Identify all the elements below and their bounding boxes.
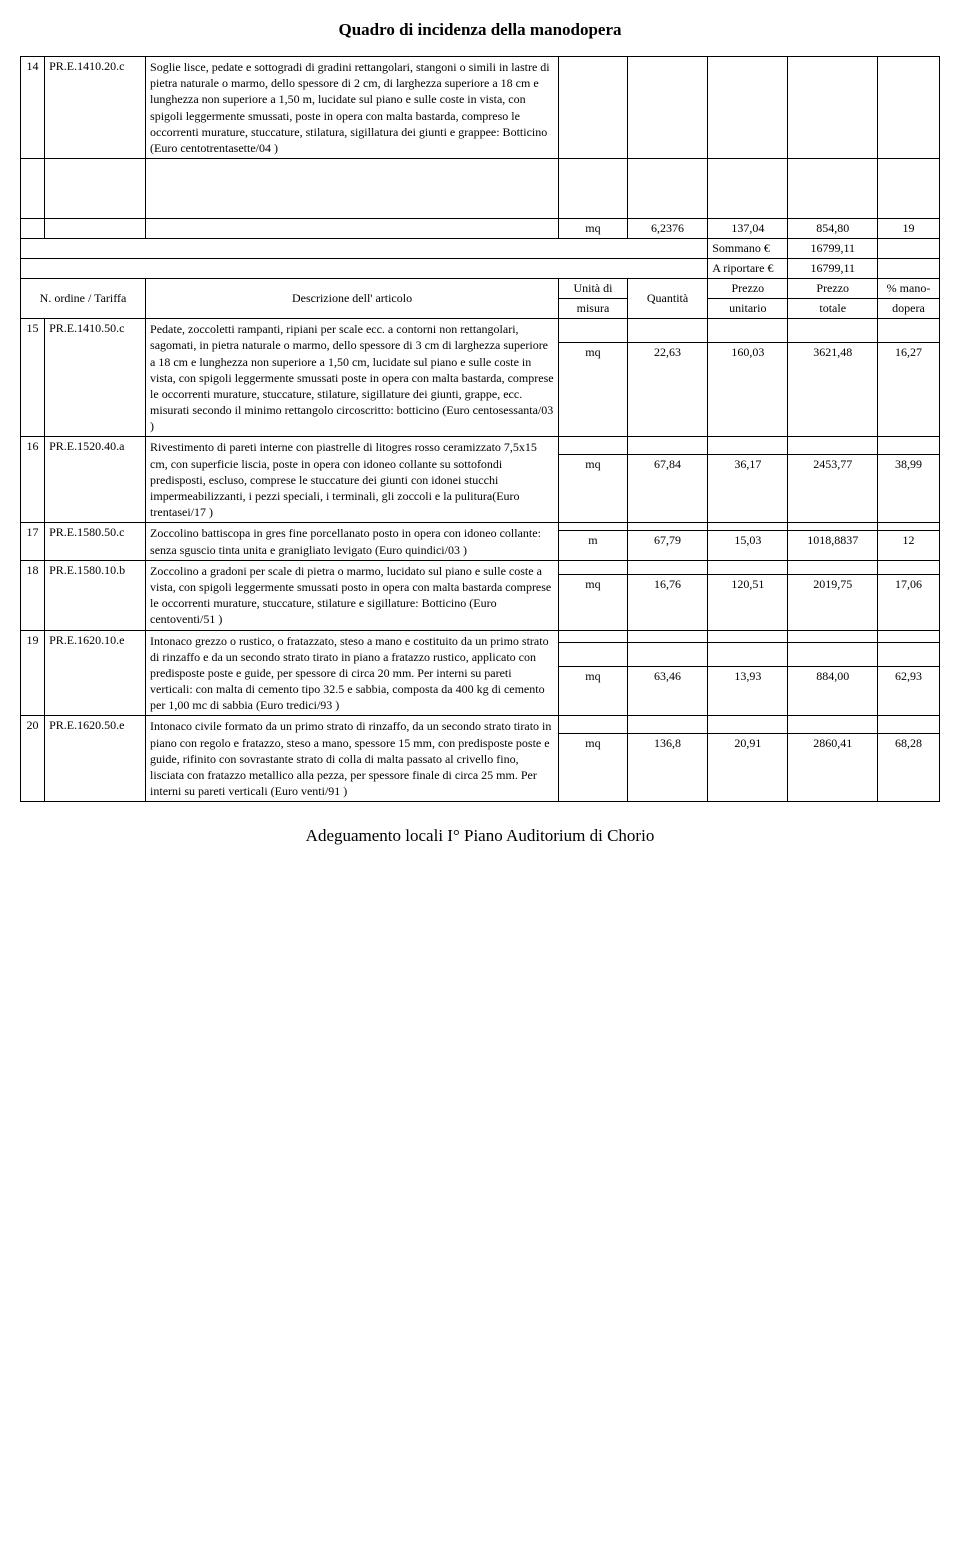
header-mano-top: % mano- <box>877 279 939 299</box>
row-tariffa: PR.E.1410.50.c <box>45 319 146 437</box>
prezzo-unit: 20,91 <box>708 733 788 802</box>
mano-pct: 16,27 <box>877 342 939 437</box>
prezzo-tot: 2453,77 <box>788 454 877 523</box>
table-row: 15 PR.E.1410.50.c Pedate, zoccoletti ram… <box>21 319 940 343</box>
row-index: 14 <box>21 57 45 159</box>
prezzo-unit: 120,51 <box>708 574 788 630</box>
row-index: 17 <box>21 523 45 560</box>
row-index: 18 <box>21 560 45 630</box>
quant: 16,76 <box>627 574 707 630</box>
mano-pct: 19 <box>877 219 939 239</box>
row-desc: Intonaco grezzo o rustico, o fratazzato,… <box>146 630 559 716</box>
header-prezzo1-bot: unitario <box>708 299 788 319</box>
um: mq <box>559 733 628 802</box>
header-desc: Descrizione dell' articolo <box>146 279 559 319</box>
quant: 63,46 <box>627 666 707 716</box>
table-row: 19 PR.E.1620.10.e Intonaco grezzo o rust… <box>21 630 940 642</box>
row-index: 19 <box>21 630 45 716</box>
row-index: 16 <box>21 437 45 523</box>
quant: 67,84 <box>627 454 707 523</box>
table-row: 16 PR.E.1520.40.a Rivestimento di pareti… <box>21 437 940 454</box>
riportare-row: A riportare € 16799,11 <box>21 259 940 279</box>
riportare-value: 16799,11 <box>788 259 877 279</box>
page-title: Quadro di incidenza della manodopera <box>20 20 940 40</box>
quant: 6,2376 <box>627 219 707 239</box>
sommano-row: Sommano € 16799,11 <box>21 239 940 259</box>
prezzo-unit: 160,03 <box>708 342 788 437</box>
mano-pct: 17,06 <box>877 574 939 630</box>
row-desc: Zoccolino a gradoni per scale di pietra … <box>146 560 559 630</box>
empty <box>788 57 877 159</box>
sommano-value: 16799,11 <box>788 239 877 259</box>
quant: 22,63 <box>627 342 707 437</box>
table-row: 18 PR.E.1580.10.b Zoccolino a gradoni pe… <box>21 560 940 574</box>
empty <box>559 57 628 159</box>
um: mq <box>559 574 628 630</box>
row-tariffa: PR.E.1620.10.e <box>45 630 146 716</box>
header-quantita: Quantità <box>627 279 707 319</box>
prezzo-unit: 36,17 <box>708 454 788 523</box>
header-unita-top: Unità di <box>559 279 628 299</box>
header-prezzo2-bot: totale <box>788 299 877 319</box>
empty <box>708 57 788 159</box>
row-desc: Soglie lisce, pedate e sottogradi di gra… <box>146 57 559 159</box>
row-tariffa: PR.E.1520.40.a <box>45 437 146 523</box>
header-ordine: N. ordine / Tariffa <box>21 279 146 319</box>
row-index: 15 <box>21 319 45 437</box>
row-tariffa: PR.E.1410.20.c <box>45 57 146 159</box>
um: mq <box>559 454 628 523</box>
mano-pct: 68,28 <box>877 733 939 802</box>
spacer-row <box>21 159 940 219</box>
header-mano-bot: dopera <box>877 299 939 319</box>
labour-table: 14 PR.E.1410.20.c Soglie lisce, pedate e… <box>20 56 940 802</box>
prezzo-tot: 854,80 <box>788 219 877 239</box>
mano-pct: 12 <box>877 530 939 560</box>
header-row-top: N. ordine / Tariffa Descrizione dell' ar… <box>21 279 940 299</box>
row-tariffa: PR.E.1620.50.e <box>45 716 146 802</box>
table-row: 14 PR.E.1410.20.c Soglie lisce, pedate e… <box>21 57 940 159</box>
prezzo-tot: 1018,8837 <box>788 530 877 560</box>
header-unita-bot: misura <box>559 299 628 319</box>
page-footer: Adeguamento locali I° Piano Auditorium d… <box>20 826 940 846</box>
um: mq <box>559 342 628 437</box>
empty <box>877 57 939 159</box>
mano-pct: 62,93 <box>877 666 939 716</box>
value-row: mq 6,2376 137,04 854,80 19 <box>21 219 940 239</box>
sommano-label: Sommano € <box>708 239 788 259</box>
quant: 67,79 <box>627 530 707 560</box>
row-desc: Zoccolino battiscopa in gres fine porcel… <box>146 523 559 560</box>
row-index: 20 <box>21 716 45 802</box>
table-row: 17 PR.E.1580.50.c Zoccolino battiscopa i… <box>21 523 940 530</box>
prezzo-tot: 2860,41 <box>788 733 877 802</box>
row-tariffa: PR.E.1580.10.b <box>45 560 146 630</box>
row-desc: Rivestimento di pareti interne con piast… <box>146 437 559 523</box>
prezzo-unit: 137,04 <box>708 219 788 239</box>
prezzo-tot: 3621,48 <box>788 342 877 437</box>
header-prezzo2-top: Prezzo <box>788 279 877 299</box>
header-prezzo1-top: Prezzo <box>708 279 788 299</box>
row-tariffa: PR.E.1580.50.c <box>45 523 146 560</box>
prezzo-tot: 2019,75 <box>788 574 877 630</box>
mano-pct: 38,99 <box>877 454 939 523</box>
row-desc: Pedate, zoccoletti rampanti, ripiani per… <box>146 319 559 437</box>
um: mq <box>559 666 628 716</box>
riportare-label: A riportare € <box>708 259 788 279</box>
um: m <box>559 530 628 560</box>
prezzo-tot: 884,00 <box>788 666 877 716</box>
um: mq <box>559 219 628 239</box>
table-row: 20 PR.E.1620.50.e Intonaco civile format… <box>21 716 940 733</box>
prezzo-unit: 13,93 <box>708 666 788 716</box>
prezzo-unit: 15,03 <box>708 530 788 560</box>
row-desc: Intonaco civile formato da un primo stra… <box>146 716 559 802</box>
quant: 136,8 <box>627 733 707 802</box>
empty <box>627 57 707 159</box>
